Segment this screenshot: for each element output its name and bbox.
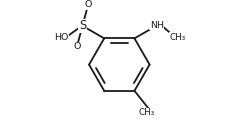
Text: O: O: [73, 42, 80, 51]
Text: S: S: [79, 19, 86, 32]
Text: HO: HO: [54, 33, 68, 42]
Text: CH₃: CH₃: [138, 108, 154, 117]
Text: NH: NH: [149, 21, 163, 30]
Text: O: O: [84, 1, 91, 9]
Text: CH₃: CH₃: [169, 33, 185, 42]
